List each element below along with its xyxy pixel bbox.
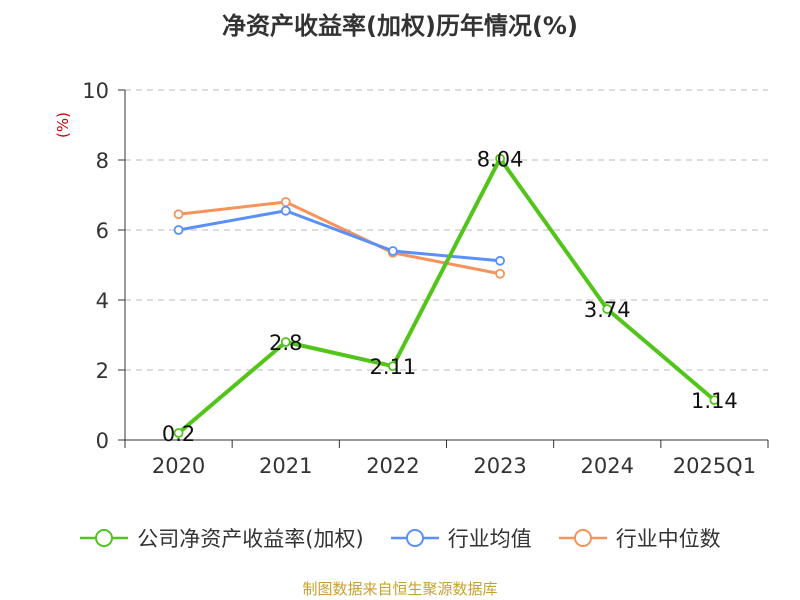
legend-label: 公司净资产收益率(加权) xyxy=(137,527,364,551)
y-tick-label: 0 xyxy=(96,429,109,453)
data-point xyxy=(388,246,398,256)
data-point xyxy=(602,304,613,315)
legend-marker xyxy=(390,529,439,547)
data-point xyxy=(280,205,291,216)
data-label: 3.74 xyxy=(584,298,631,322)
data-point xyxy=(173,209,184,220)
y-axis-label: (%) xyxy=(54,112,72,138)
data-label: 2.11 xyxy=(370,355,417,379)
legend-marker xyxy=(80,529,129,547)
data-label: 8.04 xyxy=(477,148,524,172)
data-label: 0.2 xyxy=(162,422,195,446)
data-point xyxy=(173,225,184,235)
data-labels: 0.2 2.8 2.11 8.04 3.74 1.14 xyxy=(162,148,738,446)
data-label: 1.14 xyxy=(691,389,738,413)
legend-item: 公司净资产收益率(加权) xyxy=(79,523,364,553)
axes: 0 2 4 6 8 10 (%) 2020 2021 2022 2023 2024 2025Q1 xyxy=(54,79,769,478)
y-tick-label: 6 xyxy=(96,219,109,243)
x-tick-label: 2025Q1 xyxy=(673,454,756,478)
x-tick-label: 2021 xyxy=(259,454,312,478)
data-label: 2.8 xyxy=(269,331,302,355)
data-point xyxy=(495,268,505,279)
data-point xyxy=(173,428,184,438)
series-line-1 xyxy=(178,209,501,263)
y-tick-label: 8 xyxy=(96,149,109,173)
source-note: 制图数据来自恒生聚源数据库 xyxy=(302,580,498,598)
grid-lines xyxy=(125,89,768,371)
data-point xyxy=(280,337,291,347)
legend-label: 行业中位数 xyxy=(615,527,721,551)
data-point xyxy=(495,255,505,266)
x-tick-label: 2020 xyxy=(152,454,205,478)
data-point xyxy=(388,361,398,372)
data-point xyxy=(495,153,505,164)
legend: 公司净资产收益率(加权) 行业均值 行业中位数 xyxy=(0,518,800,558)
series-lines xyxy=(173,153,720,438)
y-tick-label: 4 xyxy=(96,289,109,313)
data-point xyxy=(709,395,720,406)
chart-title: 净资产收益率(加权)历年情况(%) xyxy=(222,12,578,40)
x-tick-label: 2024 xyxy=(581,454,634,478)
y-tick-label: 2 xyxy=(96,359,109,383)
y-tick-label: 10 xyxy=(82,79,109,103)
legend-marker-dot xyxy=(405,529,424,547)
series-line-0 xyxy=(177,156,716,435)
data-point xyxy=(280,197,291,207)
legend-marker-dot xyxy=(95,529,114,547)
x-tick-label: 2023 xyxy=(473,454,526,478)
legend-marker xyxy=(558,529,607,547)
series-line-2 xyxy=(178,200,501,276)
legend-item: 行业均值 xyxy=(390,523,532,553)
legend-item: 行业中位数 xyxy=(558,523,721,553)
x-tick-label: 2022 xyxy=(366,454,419,478)
legend-marker-dot xyxy=(573,529,592,547)
legend-label: 行业均值 xyxy=(447,527,532,551)
